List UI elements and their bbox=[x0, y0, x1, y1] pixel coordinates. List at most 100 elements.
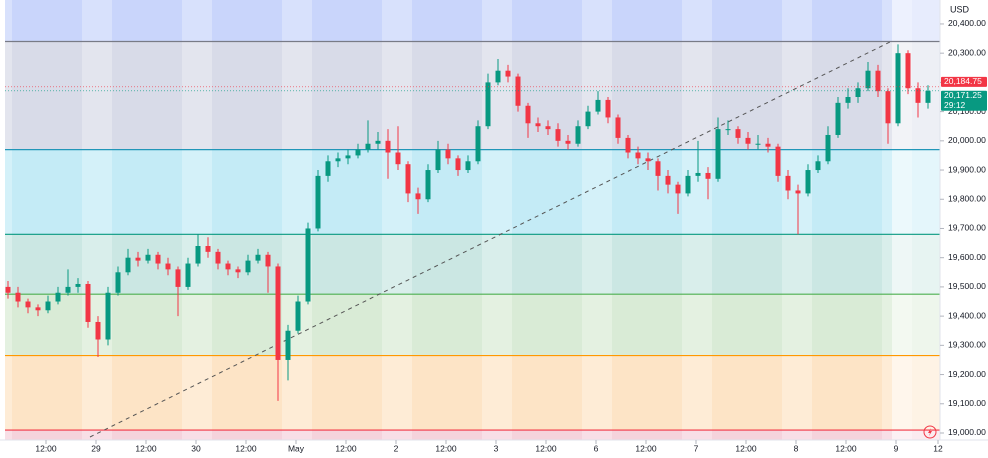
candle-body bbox=[785, 175, 791, 191]
y-tick-label: 19,400.00 bbox=[948, 310, 986, 320]
candle-body bbox=[385, 140, 391, 153]
candle-body bbox=[305, 228, 311, 302]
candle-body bbox=[205, 246, 211, 252]
y-tick-label: 19,500.00 bbox=[948, 281, 986, 291]
candle-body bbox=[595, 99, 601, 112]
price-marker-label: 20,171.25 bbox=[944, 90, 982, 100]
candle-body bbox=[575, 126, 581, 144]
candle-body bbox=[45, 301, 51, 311]
candle-body bbox=[925, 90, 931, 103]
candle-body bbox=[195, 246, 201, 264]
candle-body bbox=[505, 70, 511, 77]
x-tick-label: 9 bbox=[894, 443, 899, 453]
currency-label: USD bbox=[950, 4, 970, 14]
candle-body bbox=[885, 91, 891, 124]
candle-body bbox=[525, 105, 531, 124]
x-tick-label: 3 bbox=[494, 443, 499, 453]
candle-body bbox=[545, 126, 551, 130]
y-tick-label: 19,700.00 bbox=[948, 223, 986, 233]
candle-body bbox=[635, 152, 641, 159]
candle-body bbox=[805, 170, 811, 194]
candle-body bbox=[235, 269, 241, 273]
y-tick-label: 19,000.00 bbox=[948, 427, 986, 437]
x-tick-label: 12:00 bbox=[335, 443, 357, 453]
candle-body bbox=[425, 170, 431, 200]
candle-body bbox=[285, 330, 291, 360]
y-tick-label: 19,100.00 bbox=[948, 398, 986, 408]
candle-body bbox=[405, 164, 411, 194]
candle-body bbox=[815, 161, 821, 171]
candle-body bbox=[345, 155, 351, 159]
candle-body bbox=[335, 158, 341, 162]
candle-body bbox=[565, 140, 571, 144]
candle-body bbox=[675, 184, 681, 194]
candle-body bbox=[725, 129, 731, 131]
candle-body bbox=[35, 307, 41, 311]
candle-body bbox=[225, 263, 231, 270]
candle-body bbox=[735, 129, 741, 138]
x-tick-label: 30 bbox=[191, 443, 201, 453]
candle-body bbox=[795, 190, 801, 194]
y-tick-label: 20,400.00 bbox=[948, 18, 986, 28]
y-tick-label: 19,300.00 bbox=[948, 340, 986, 350]
candle-body bbox=[765, 143, 771, 147]
candle-body bbox=[465, 161, 471, 171]
candle-body bbox=[365, 143, 371, 150]
y-tick-label: 20,100.00 bbox=[948, 106, 986, 116]
candles bbox=[5, 44, 931, 401]
price-marker-timer: 29:12 bbox=[944, 100, 966, 110]
candle-body bbox=[75, 283, 81, 287]
lightning-icon[interactable] bbox=[923, 425, 937, 439]
candle-body bbox=[15, 292, 21, 302]
candle-body bbox=[845, 96, 851, 103]
x-tick-label: 8 bbox=[794, 443, 799, 453]
candle-body bbox=[55, 292, 61, 302]
y-tick-label: 19,200.00 bbox=[948, 369, 986, 379]
candle-body bbox=[775, 146, 781, 176]
x-tick-label: 6 bbox=[594, 443, 599, 453]
x-tick-label: 12:00 bbox=[535, 443, 557, 453]
candle-body bbox=[665, 175, 671, 185]
candle-body bbox=[655, 161, 661, 176]
candle-body bbox=[645, 158, 651, 162]
x-tick-label: 12:00 bbox=[735, 443, 757, 453]
price-marker-box bbox=[941, 76, 987, 87]
fib-levels bbox=[5, 40, 940, 431]
candle-body bbox=[435, 149, 441, 171]
candle-body bbox=[835, 102, 841, 135]
candle-body bbox=[585, 111, 591, 127]
candle-body bbox=[215, 251, 221, 264]
session-stripes bbox=[5, 0, 940, 440]
candle-body bbox=[685, 175, 691, 194]
candle-body bbox=[915, 88, 921, 103]
x-tick-label: May bbox=[288, 443, 305, 453]
candle-body bbox=[895, 53, 901, 124]
candle-body bbox=[295, 301, 301, 331]
y-tick-label: 19,800.00 bbox=[948, 194, 986, 204]
candle-body bbox=[615, 117, 621, 138]
candle-body bbox=[855, 88, 861, 97]
x-tick-label: 12:00 bbox=[635, 443, 657, 453]
candle-body bbox=[5, 286, 11, 293]
candle-body bbox=[265, 254, 271, 267]
candle-body bbox=[245, 260, 251, 273]
candle-body bbox=[755, 143, 761, 145]
candle-body bbox=[905, 53, 911, 89]
x-tick-label: 12:00 bbox=[235, 443, 257, 453]
candle-body bbox=[715, 129, 721, 179]
x-tick-label: 12:00 bbox=[835, 443, 857, 453]
y-tick-label: 20,300.00 bbox=[948, 47, 986, 57]
y-tick-label: 20,000.00 bbox=[948, 135, 986, 145]
candle-body bbox=[135, 257, 141, 261]
candle-body bbox=[475, 126, 481, 162]
candle-body bbox=[175, 269, 181, 287]
candle-body bbox=[445, 149, 451, 159]
x-tick-label: 12:00 bbox=[435, 443, 457, 453]
candle-body bbox=[535, 123, 541, 127]
candle-body bbox=[145, 254, 151, 261]
candle-body bbox=[325, 161, 331, 176]
x-tick-label: 12 bbox=[933, 443, 943, 453]
candle-body bbox=[495, 70, 501, 83]
candle-body bbox=[625, 137, 631, 153]
